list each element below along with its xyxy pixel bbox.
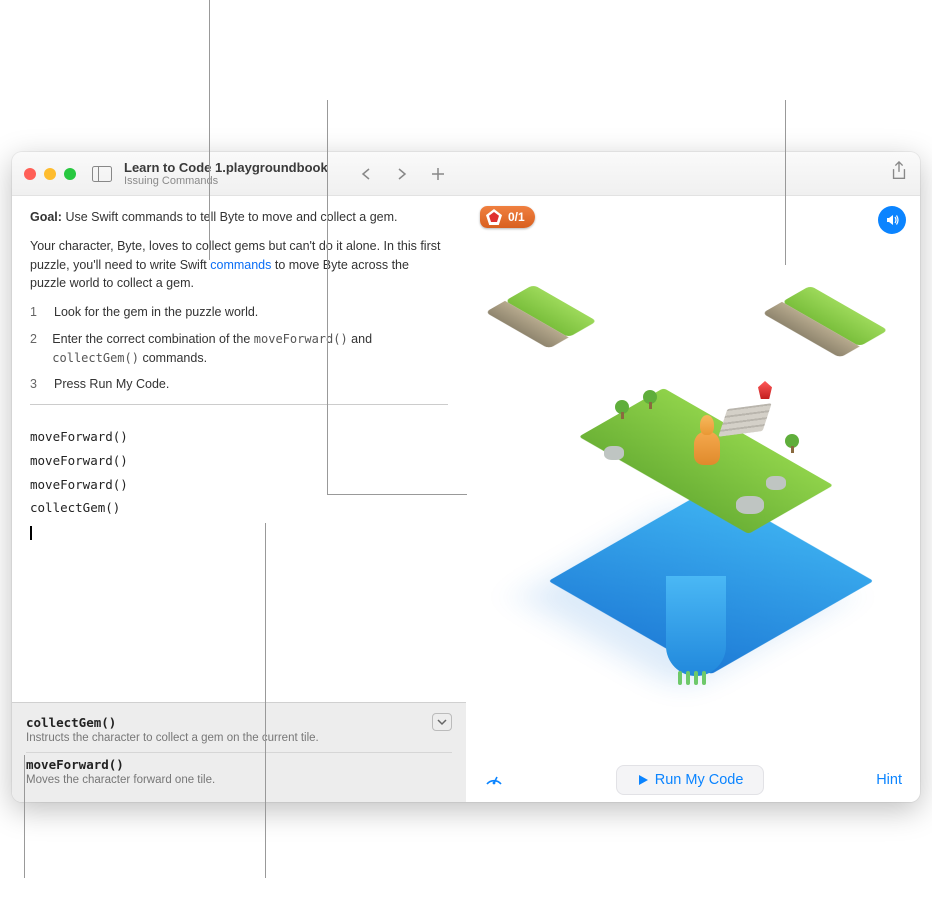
suggestion-name: collectGem()	[26, 715, 452, 730]
suggestion-item[interactable]: moveForward() Moves the character forward…	[26, 753, 452, 794]
code-line: collectGem()	[30, 496, 448, 520]
next-page-button[interactable]	[393, 165, 411, 183]
step-item: 2Enter the correct combination of the mo…	[30, 330, 448, 368]
bottom-bar: Run My Code Hint	[466, 758, 920, 802]
instructions-panel: Goal: Use Swift commands to tell Byte to…	[12, 196, 466, 425]
title-block: Learn to Code 1.playgroundbook Issuing C…	[124, 160, 890, 187]
titlebar: Learn to Code 1.playgroundbook Issuing C…	[12, 152, 920, 196]
code-line: moveForward()	[30, 425, 448, 449]
live-scene[interactable]: 0/1	[466, 196, 920, 758]
steps-list: 1Look for the gem in the puzzle world. 2E…	[30, 303, 448, 394]
speed-button[interactable]	[484, 768, 504, 793]
content-area: Goal: Use Swift commands to tell Byte to…	[12, 196, 920, 802]
suggestions-panel: collectGem() Instructs the character to c…	[12, 702, 466, 802]
nav-controls	[357, 165, 447, 183]
gem-count: 0/1	[508, 210, 525, 224]
commands-link[interactable]: commands	[210, 258, 271, 272]
suggestion-desc: Instructs the character to collect a gem…	[26, 732, 452, 744]
instruction-paragraph: Your character, Byte, loves to collect g…	[30, 237, 448, 293]
suggestion-name: moveForward()	[26, 757, 452, 772]
minimize-button[interactable]	[44, 168, 56, 180]
prev-page-button[interactable]	[357, 165, 375, 183]
water-drips	[676, 671, 716, 691]
sidebar-toggle-button[interactable]	[90, 164, 114, 184]
play-icon	[637, 774, 649, 786]
tree	[644, 392, 656, 410]
maximize-button[interactable]	[64, 168, 76, 180]
share-button[interactable]	[890, 161, 908, 186]
goal-label: Goal:	[30, 210, 62, 224]
gem-icon	[486, 209, 502, 225]
code-line: moveForward()	[30, 449, 448, 473]
window-subtitle: Issuing Commands	[124, 175, 890, 187]
goal-text: Use Swift commands to tell Byte to move …	[65, 210, 397, 224]
app-window: Learn to Code 1.playgroundbook Issuing C…	[12, 152, 920, 802]
suggestion-desc: Moves the character forward one tile.	[26, 774, 452, 786]
hint-button[interactable]: Hint	[876, 772, 902, 788]
window-title: Learn to Code 1.playgroundbook	[124, 160, 890, 175]
rock	[766, 476, 786, 490]
left-pane: Goal: Use Swift commands to tell Byte to…	[12, 196, 466, 802]
code-editor[interactable]: moveForward()moveForward()moveForward()c…	[12, 425, 466, 702]
close-button[interactable]	[24, 168, 36, 180]
waterfall	[666, 576, 726, 676]
gem-counter: 0/1	[480, 206, 535, 228]
rock	[604, 446, 624, 460]
instructions-divider	[30, 404, 448, 405]
traffic-lights	[24, 168, 76, 180]
add-button[interactable]	[429, 165, 447, 183]
suggestion-item[interactable]: collectGem() Instructs the character to c…	[26, 711, 452, 753]
sound-button[interactable]	[878, 206, 906, 234]
suggestions-collapse-button[interactable]	[432, 713, 452, 731]
rock	[736, 496, 764, 514]
tree	[786, 436, 798, 454]
run-code-button[interactable]: Run My Code	[616, 765, 765, 795]
right-pane: 0/1 Run My Code Hint	[466, 196, 920, 802]
tree	[616, 402, 628, 420]
step-item: 1Look for the gem in the puzzle world.	[30, 303, 448, 322]
code-line: moveForward()	[30, 473, 448, 497]
step-item: 3Press Run My Code.	[30, 375, 448, 394]
goal-line: Goal: Use Swift commands to tell Byte to…	[30, 208, 448, 227]
byte-character	[694, 431, 722, 476]
run-code-label: Run My Code	[655, 772, 744, 788]
